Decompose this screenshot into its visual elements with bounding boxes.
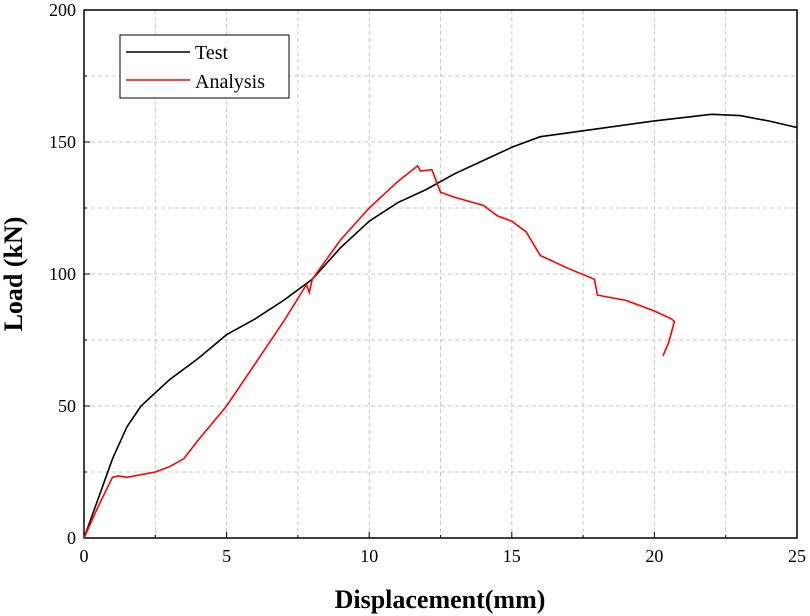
legend: Test Analysis [119,34,290,99]
x-tick-label: 0 [80,546,89,566]
x-axis-label: Displacement(mm) [335,585,546,614]
y-axis-label: Load (kN) [0,217,28,332]
legend-label-test: Test [195,42,228,64]
x-tick-label: 5 [222,546,231,566]
x-tick-label: 10 [360,546,378,566]
series-line-analysis [83,164,676,539]
y-tick-label: 200 [49,0,76,20]
y-tick-label: 150 [49,132,76,152]
x-tick-label: 20 [645,546,663,566]
x-tick-label: 25 [788,546,806,566]
legend-box [119,34,290,99]
x-tick-label: 15 [503,546,521,566]
series-line-test [83,113,798,539]
y-tick-label: 0 [67,528,76,548]
legend-label-analysis: Analysis [195,71,265,93]
y-tick-label: 100 [49,264,76,284]
y-tick-label: 50 [58,396,76,416]
